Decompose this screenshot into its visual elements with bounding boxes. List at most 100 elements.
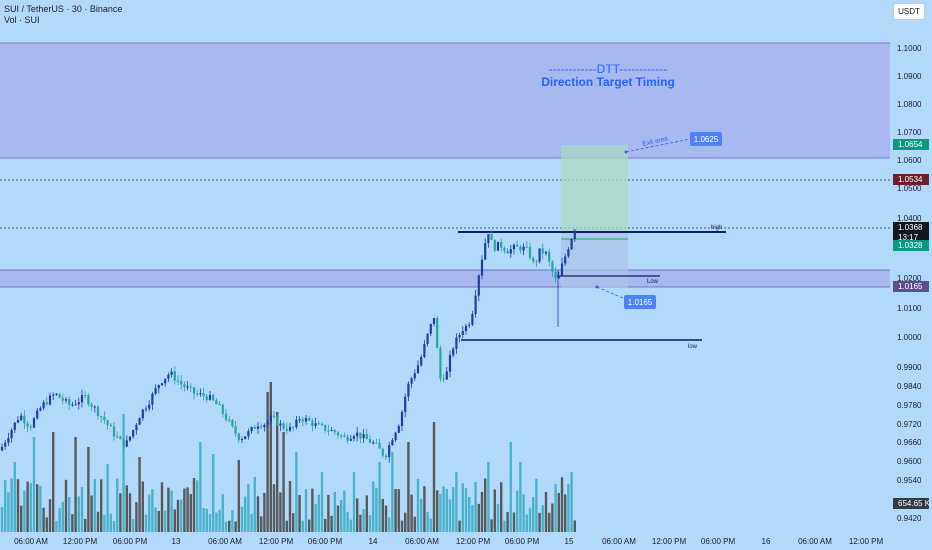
volume-bar xyxy=(471,504,474,532)
volume-bar xyxy=(263,492,266,532)
volume-bar xyxy=(394,488,397,532)
volume-bar xyxy=(250,513,253,532)
y-tick-label: 0.9720 xyxy=(897,420,922,429)
x-tick-label: 15 xyxy=(565,537,574,546)
x-tick-label: 13 xyxy=(172,537,181,546)
high-label: high xyxy=(711,225,722,231)
volume-bar xyxy=(301,520,304,532)
candle-body xyxy=(420,356,423,366)
volume-bar xyxy=(541,505,544,532)
candle-body xyxy=(528,246,532,259)
candle-body xyxy=(250,426,253,432)
candle-body xyxy=(442,378,445,380)
volume-bar xyxy=(71,514,74,532)
volume-bar xyxy=(52,432,55,532)
candle-body xyxy=(167,374,170,379)
volume-bar xyxy=(500,482,503,532)
candle-body xyxy=(336,432,340,436)
candle-body xyxy=(122,439,125,447)
price-tag-label: 1.0165 xyxy=(898,282,923,291)
volume-bar xyxy=(525,514,528,532)
volume-bar xyxy=(90,495,93,532)
volume-bar xyxy=(260,516,263,532)
y-tick-label: 1.0100 xyxy=(897,304,922,313)
candle-body xyxy=(87,395,90,405)
y-tick-label: 1.0600 xyxy=(897,156,922,165)
candle-body xyxy=(436,317,439,349)
candle-body xyxy=(68,399,71,406)
price-tag-label: 1.0534 xyxy=(898,175,923,184)
candle-body xyxy=(490,234,493,241)
volume-bar xyxy=(151,489,154,532)
x-tick-label: 12:00 PM xyxy=(63,537,98,546)
x-tick-label: 06:00 AM xyxy=(602,537,636,546)
x-tick-label: 06:00 PM xyxy=(308,537,343,546)
volume-bar xyxy=(266,392,269,532)
x-tick-label: 12:00 PM xyxy=(849,537,884,546)
volume-title: Vol · SUI xyxy=(4,15,40,25)
volume-bar xyxy=(314,503,317,532)
candle-body xyxy=(503,247,506,251)
time-axis[interactable]: 06:00 AM 12:00 PM 06:00 PM 13 06:00 AM 12:00 … xyxy=(0,532,890,550)
volume-bar xyxy=(340,500,343,532)
currency-button[interactable]: USDT xyxy=(893,3,925,20)
stop-price-label: 1.0165 xyxy=(628,298,653,307)
volume-bar xyxy=(551,503,554,532)
candle-body xyxy=(304,418,308,422)
volume-bar xyxy=(282,432,285,532)
candle-body xyxy=(474,295,477,315)
volume-bar xyxy=(317,494,320,532)
candle-body xyxy=(557,275,560,279)
candle-body xyxy=(199,393,202,395)
volume-bar xyxy=(180,499,183,532)
volume-bar xyxy=(10,478,13,532)
candle-body xyxy=(260,426,263,428)
target-box xyxy=(561,145,628,233)
volume-bar xyxy=(407,442,410,532)
volume-bar xyxy=(103,514,106,532)
candle-body xyxy=(23,415,26,424)
price-tag-box xyxy=(893,174,929,185)
volume-bar xyxy=(74,437,77,532)
volume-bar xyxy=(311,488,314,532)
volume-bar xyxy=(122,414,125,532)
candle-body xyxy=(455,337,458,349)
y-tick-label: 1.0700 xyxy=(897,128,922,137)
candle-body xyxy=(151,393,154,405)
candle-body xyxy=(141,409,144,419)
y-tick-label: 1.0400 xyxy=(897,214,922,223)
volume-bar xyxy=(128,493,132,532)
candle-body xyxy=(484,243,487,260)
candle-body xyxy=(327,430,330,432)
candle-body xyxy=(48,395,52,405)
candle-body xyxy=(368,439,372,443)
candle-body xyxy=(119,436,122,440)
volume-bar xyxy=(384,505,388,532)
volume-bar xyxy=(388,517,391,532)
volume-bar xyxy=(346,511,349,532)
candle-body xyxy=(573,230,576,240)
candle-body xyxy=(32,418,36,428)
candle-body xyxy=(77,402,80,405)
volume-bar xyxy=(45,517,48,532)
candle-body xyxy=(464,325,468,332)
stop-price-box xyxy=(624,295,656,309)
volume-bar xyxy=(80,487,84,532)
price-axis[interactable]: 1.1000 1.0900 1.0800 1.0700 1.0600 1.0500 1.04… xyxy=(890,0,932,550)
candle-body xyxy=(13,422,16,430)
candle-body xyxy=(548,251,551,262)
price-tag-label: 654.65 K xyxy=(898,499,931,508)
volume-bar xyxy=(26,481,29,532)
volume-bar xyxy=(183,488,186,532)
volume-bar xyxy=(560,477,564,532)
candle-body xyxy=(522,246,525,251)
volume-bar xyxy=(544,492,548,532)
price-tag-label: 1.0368 xyxy=(898,223,923,232)
candle-body xyxy=(26,423,29,427)
volume-bar xyxy=(375,487,378,532)
candle-body xyxy=(237,433,240,441)
candle-body xyxy=(234,426,237,434)
candle-body xyxy=(212,394,215,401)
candle-body xyxy=(564,256,567,264)
